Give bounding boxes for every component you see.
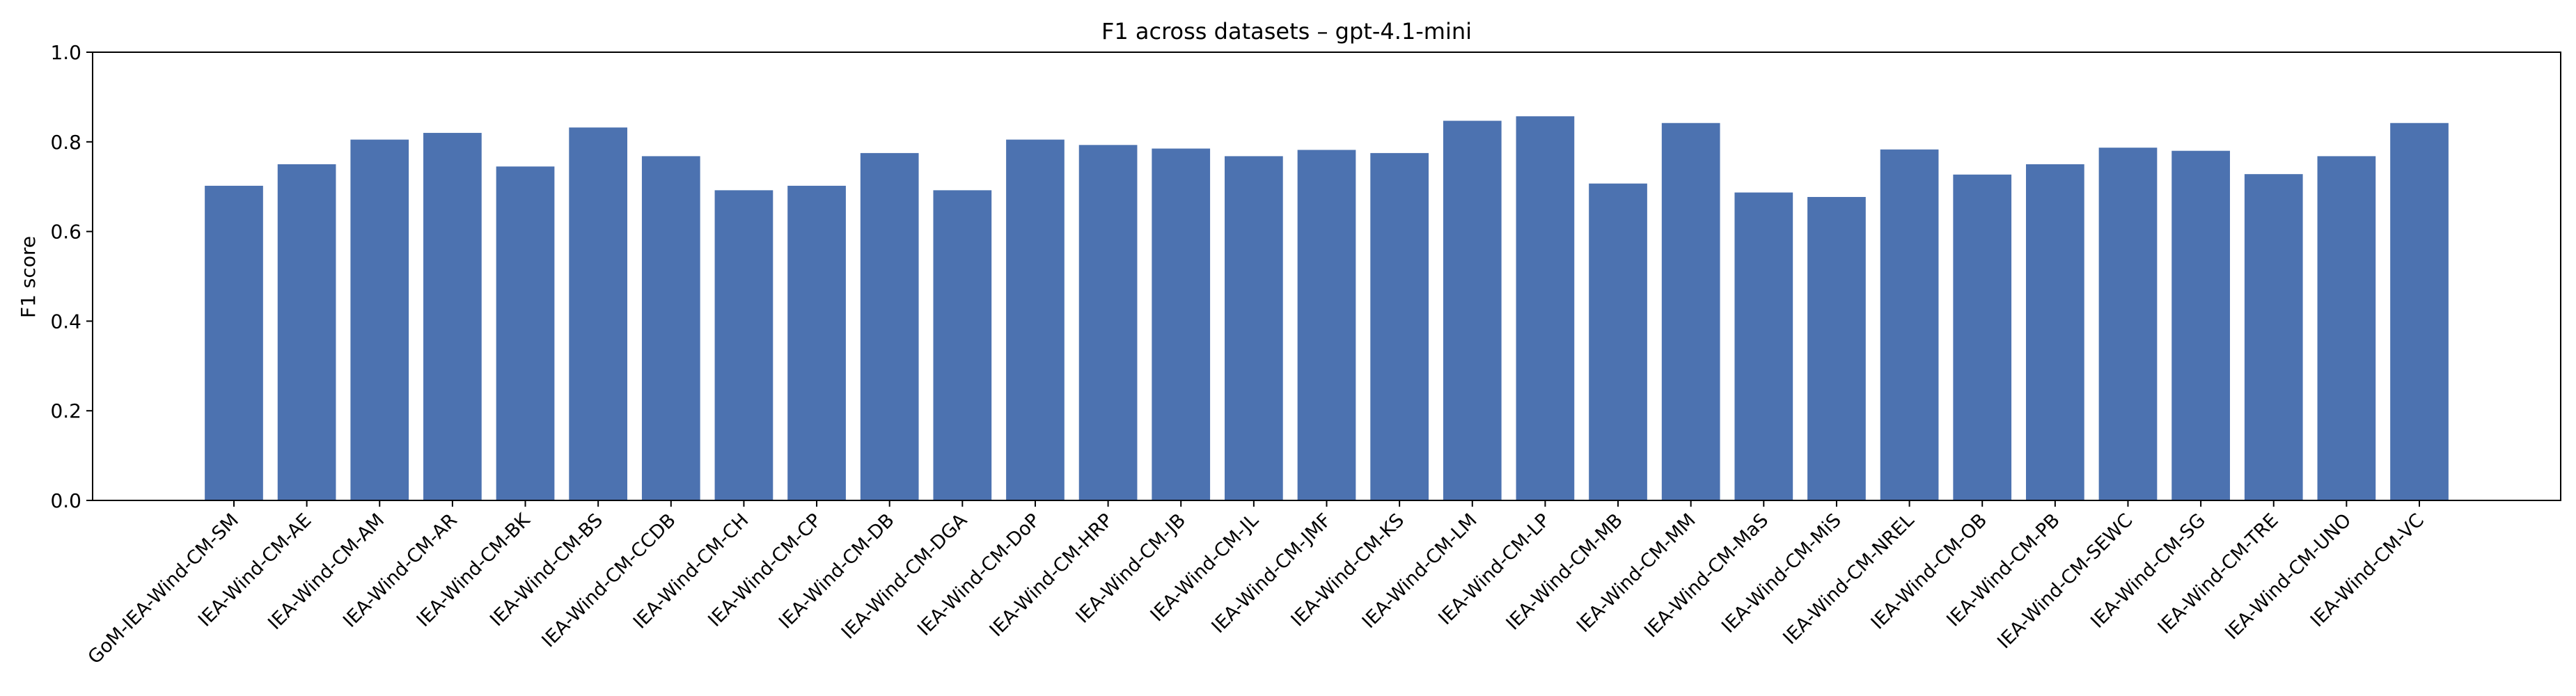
x-tick-label: IEA-Wind-CM-JMF <box>1207 509 1335 638</box>
bar-iea-wind-cm-lp <box>1516 116 1575 501</box>
x-tick-label: IEA-Wind-CM-HRP <box>985 509 1117 641</box>
y-tick-label: 0.4 <box>50 310 81 333</box>
bars-group <box>205 116 2449 501</box>
bar-iea-wind-cm-ks <box>1370 152 1429 500</box>
x-tick-label: IEA-Wind-CM-DoP <box>913 509 1044 640</box>
bar-iea-wind-cm-jb <box>1152 148 1211 500</box>
bar-iea-wind-cm-mm <box>1661 122 1720 500</box>
y-axis-label: F1 score <box>17 236 40 318</box>
x-ticks-group: GoM-IEA-Wind-CM-SMIEA-Wind-CM-AEIEA-Wind… <box>84 500 2428 668</box>
x-tick-label: IEA-Wind-CM-SEWC <box>1993 509 2137 653</box>
x-tick-label: IEA-Wind-CM-MM <box>1573 509 1700 637</box>
bar-iea-wind-cm-lm <box>1443 120 1502 501</box>
bar-iea-wind-cm-mb <box>1589 183 1647 500</box>
bar-iea-wind-cm-pb <box>2025 164 2084 500</box>
x-tick-label: IEA-Wind-CM-NREL <box>1779 509 1918 649</box>
bar-iea-wind-cm-vc <box>2390 122 2449 500</box>
bar-iea-wind-cm-mas <box>1734 192 1793 500</box>
x-tick-label: IEA-Wind-CM-MiS <box>1718 509 1846 638</box>
bar-iea-wind-cm-dga <box>933 190 992 500</box>
bar-iea-wind-cm-ccdb <box>641 156 700 500</box>
bar-iea-wind-cm-dop <box>1006 139 1065 500</box>
bar-iea-wind-cm-uno <box>2317 156 2376 500</box>
bar-iea-wind-cm-jl <box>1225 156 1283 500</box>
bar-iea-wind-cm-sg <box>2171 150 2230 500</box>
bar-iea-wind-cm-db <box>860 152 919 500</box>
bar-iea-wind-cm-nrel <box>1880 149 1939 501</box>
x-tick-label: GoM-IEA-Wind-CM-SM <box>84 509 243 668</box>
bar-iea-wind-cm-hrp <box>1078 145 1138 501</box>
bar-iea-wind-cm-sewc <box>2098 148 2158 500</box>
bar-iea-wind-cm-jmf <box>1297 150 1356 500</box>
x-tick-label: IEA-Wind-CM-MaS <box>1640 509 1773 642</box>
bar-iea-wind-cm-cp <box>787 185 846 500</box>
x-tick-label: IEA-Wind-CM-DGA <box>838 509 972 644</box>
bar-iea-wind-cm-bs <box>569 127 628 500</box>
bar-iea-wind-cm-ch <box>714 190 773 500</box>
bar-iea-wind-cm-mis <box>1807 197 1866 500</box>
y-tick-label: 0.6 <box>50 221 81 244</box>
bar-iea-wind-cm-bk <box>496 166 555 500</box>
chart-title: F1 across datasets – gpt-4.1-mini <box>1101 18 1472 45</box>
bar-iea-wind-cm-tre <box>2244 174 2303 500</box>
bar-iea-wind-cm-am <box>350 139 409 500</box>
bar-iea-wind-cm-ar <box>423 132 482 501</box>
x-tick-label: IEA-Wind-CM-UNO <box>2221 509 2355 644</box>
y-tick-label: 0.2 <box>50 400 81 422</box>
bar-iea-wind-cm-ob <box>1953 174 2012 500</box>
y-tick-label: 1.0 <box>50 41 81 64</box>
plot-frame <box>92 52 2561 501</box>
x-tick-label: IEA-Wind-CM-TRE <box>2154 509 2283 638</box>
y-ticks-group: 0.0 0.2 0.4 0.6 0.8 1.0 <box>50 41 93 512</box>
x-tick-label: IEA-Wind-CM-CCDB <box>537 509 680 651</box>
y-tick-label: 0.0 <box>50 489 81 512</box>
y-tick-label: 0.8 <box>50 131 81 154</box>
bar-gom-iea-wind-cm-sm <box>205 185 263 500</box>
bar-iea-wind-cm-ae <box>277 164 336 500</box>
